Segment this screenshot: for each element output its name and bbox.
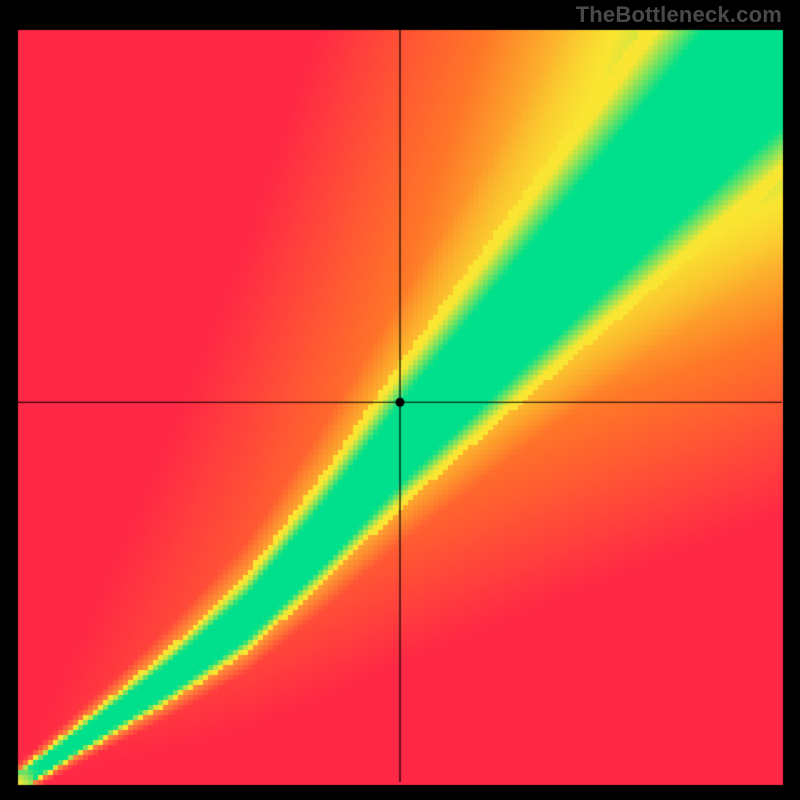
watermark-text: TheBottleneck.com bbox=[576, 2, 782, 28]
heatmap-plot bbox=[0, 0, 800, 800]
